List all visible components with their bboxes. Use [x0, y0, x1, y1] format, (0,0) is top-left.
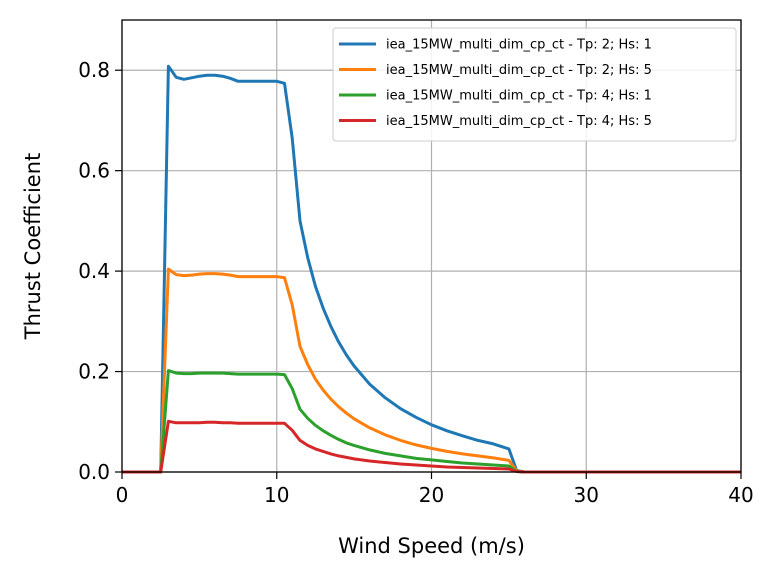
- series-line-2: [122, 267, 741, 474]
- legend-box: [332, 27, 737, 142]
- y-tick-label: 0.8: [78, 58, 110, 82]
- y-tick-label: 0.6: [78, 159, 110, 183]
- x-tick-label: 30: [574, 483, 599, 507]
- x-tick-label: 20: [419, 483, 444, 507]
- legend-label-2: iea_15MW_multi_dim_cp_ct - Tp: 2; Hs: 5: [386, 63, 652, 78]
- y-axis-label: Thrust Coefficient: [21, 153, 45, 341]
- y-tick-label: 0.2: [78, 360, 110, 384]
- ticks: 0 10 20 30 40 0.0 0.2 0.4 0.6 0.8: [78, 58, 754, 507]
- legend: iea_15MW_multi_dim_cp_ct - Tp: 2; Hs: 1 i…: [332, 27, 737, 142]
- legend-label-3: iea_15MW_multi_dim_cp_ct - Tp: 4; Hs: 1: [386, 89, 652, 104]
- series-line-3: [122, 369, 741, 474]
- x-tick-label: 0: [116, 483, 129, 507]
- series-line-1: [122, 64, 741, 474]
- x-axis-label: Wind Speed (m/s): [338, 534, 525, 558]
- legend-label-4: iea_15MW_multi_dim_cp_ct - Tp: 4; Hs: 5: [386, 114, 652, 129]
- y-tick-label: 0.0: [78, 460, 110, 484]
- x-tick-label: 40: [728, 483, 753, 507]
- x-tick-label: 10: [264, 483, 289, 507]
- series-layer: [122, 64, 741, 474]
- y-tick-label: 0.4: [78, 259, 110, 283]
- legend-label-1: iea_15MW_multi_dim_cp_ct - Tp: 2; Hs: 1: [386, 38, 652, 53]
- series-line-4: [122, 419, 741, 474]
